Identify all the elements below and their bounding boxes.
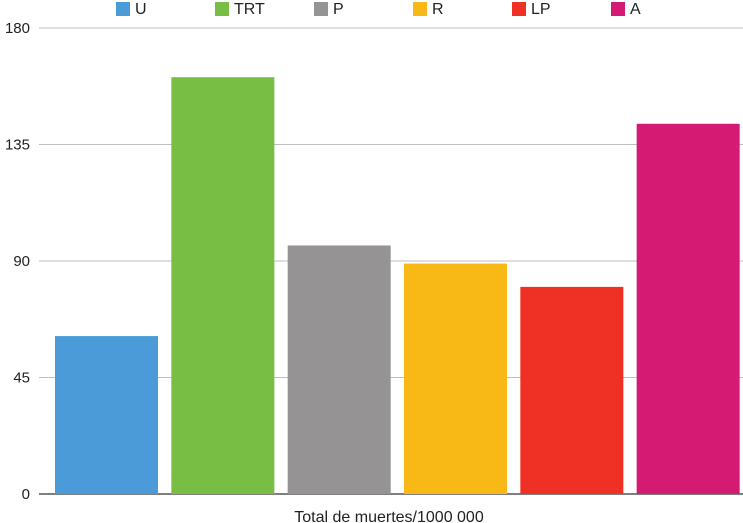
y-tick-label: 90: [13, 253, 30, 270]
bar-r: [404, 263, 507, 494]
x-axis-label: Total de muertes/1000 000: [294, 509, 484, 523]
legend-label: TRT: [234, 1, 265, 18]
y-tick-label: 45: [13, 370, 30, 387]
y-axis-tick-labels: 0 45 90 135 180: [5, 20, 30, 503]
y-tick-label: 180: [5, 20, 30, 37]
legend-label: A: [630, 1, 641, 18]
legend-swatch: [215, 2, 229, 16]
bar-p: [287, 245, 391, 494]
bar-trt: [171, 77, 275, 494]
legend-swatch: [314, 2, 328, 16]
legend-swatch: [116, 2, 130, 16]
bar-u: [55, 336, 158, 494]
legend: U TRT P R LP A: [116, 1, 641, 18]
legend-swatch: [413, 2, 427, 16]
bar-lp: [520, 286, 624, 494]
legend-swatch: [512, 2, 526, 16]
legend-label: P: [333, 1, 344, 18]
legend-label: R: [432, 1, 444, 18]
bars: [55, 77, 740, 495]
y-tick-label: 0: [22, 486, 30, 503]
bar-a: [636, 123, 740, 495]
legend-label: LP: [531, 1, 551, 18]
y-tick-label: 135: [5, 137, 30, 154]
legend-label: U: [135, 1, 147, 18]
legend-swatch: [611, 2, 625, 16]
